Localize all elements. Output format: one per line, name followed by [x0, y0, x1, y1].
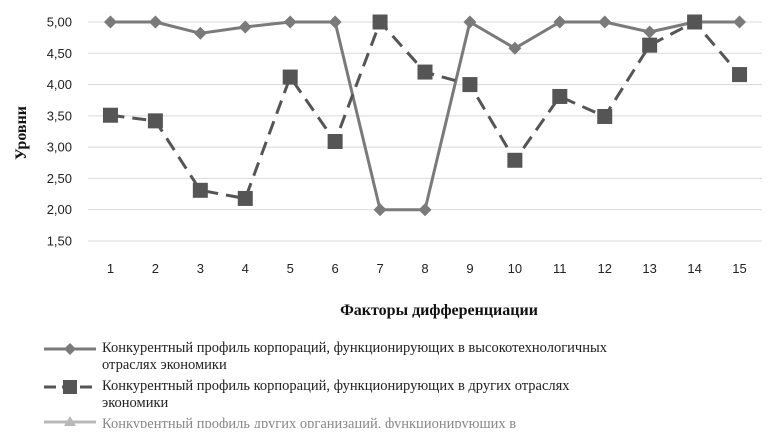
- gridlines: [88, 21, 762, 242]
- series-1-point: [193, 26, 207, 40]
- y-tick-label: 2,00: [47, 202, 72, 217]
- y-tick-label: 3,50: [47, 108, 72, 123]
- x-tick-label: 8: [421, 261, 428, 276]
- series-1-point: [328, 15, 342, 29]
- x-tick-label: 2: [152, 261, 159, 276]
- series-2-point: [102, 107, 118, 123]
- series-1-point: [283, 15, 297, 29]
- x-tick-label: 12: [597, 261, 611, 276]
- x-tick-label: 10: [508, 261, 522, 276]
- legend-label-series-2-line-1: Конкурентный профиль корпораций, функцио…: [102, 378, 570, 394]
- series-2-point: [192, 182, 208, 198]
- series-2-point: [687, 14, 703, 30]
- series-markers: [102, 14, 748, 217]
- legend-swatch-triangle-icon: [44, 416, 96, 426]
- y-tick-labels: 1,50 2,00 2,50 3,00 3,50 4,00 4,50 5,00: [47, 15, 72, 249]
- series-1-point: [238, 20, 252, 34]
- series-2-point: [237, 190, 253, 206]
- series-2-point: [417, 64, 433, 80]
- x-tick-label: 4: [242, 261, 249, 276]
- series-2-point: [642, 37, 658, 53]
- x-tick-label: 15: [732, 261, 746, 276]
- series-2-point: [507, 152, 523, 168]
- series-2-point: [552, 88, 568, 104]
- series-2-point: [597, 108, 613, 124]
- legend-label-series-2-line-2: экономики: [102, 395, 169, 411]
- series-2-point: [372, 14, 388, 30]
- series-1-point: [733, 15, 747, 29]
- legend-label-series-1-line-2: отраслях экономики: [102, 357, 227, 373]
- series-2-point: [147, 113, 163, 129]
- x-tick-labels: 1 2 3 4 5 6 7 8 9 10 11 12 13 14 15: [107, 261, 747, 276]
- x-tick-label: 6: [332, 261, 339, 276]
- y-axis-title: Уровни: [13, 106, 30, 160]
- y-tick-label: 3,00: [47, 140, 72, 155]
- series-1-point: [418, 203, 432, 217]
- series-1-point: [643, 25, 657, 39]
- legend-swatch-square-icon: [44, 380, 96, 394]
- x-tick-label: 3: [197, 261, 204, 276]
- y-tick-label: 5,00: [47, 15, 72, 30]
- x-tick-label: 7: [376, 261, 383, 276]
- series-2-point: [327, 134, 343, 150]
- series-1-point: [463, 15, 477, 29]
- series-1-point: [148, 15, 162, 29]
- series-1-point: [373, 203, 387, 217]
- y-tick-label: 2,50: [47, 171, 72, 186]
- series-2-point: [462, 77, 478, 93]
- x-tick-label: 9: [466, 261, 473, 276]
- x-tick-label: 1: [107, 261, 114, 276]
- series-1-point: [103, 15, 117, 29]
- legend-item-series-3: Конкурентный профиль других организаций,…: [42, 416, 762, 428]
- legend-label-series-3-line-1: Конкурентный профиль других организаций,…: [102, 416, 517, 428]
- y-tick-label: 1,50: [47, 234, 72, 249]
- x-tick-label: 14: [687, 261, 701, 276]
- series-1-point: [508, 41, 522, 55]
- series-2-point: [732, 67, 748, 83]
- series-1-point: [598, 15, 612, 29]
- series-2-point: [282, 69, 298, 85]
- x-axis-title: Факторы дифференциации: [340, 302, 538, 319]
- legend-label-series-1-line-1: Конкурентный профиль корпораций, функцио…: [102, 340, 607, 356]
- x-tick-label: 11: [553, 261, 567, 276]
- series-1-point: [553, 15, 567, 29]
- legend: Конкурентный профиль корпораций, функцио…: [42, 340, 762, 432]
- legend-item-series-2: Конкурентный профиль корпораций, функцио…: [42, 378, 762, 412]
- x-tick-label: 13: [642, 261, 656, 276]
- x-tick-label: 5: [287, 261, 294, 276]
- legend-item-series-1: Конкурентный профиль корпораций, функцио…: [42, 340, 762, 374]
- y-tick-label: 4,00: [47, 77, 72, 92]
- y-tick-label: 4,50: [47, 46, 72, 61]
- legend-swatch-diamond-icon: [44, 343, 96, 355]
